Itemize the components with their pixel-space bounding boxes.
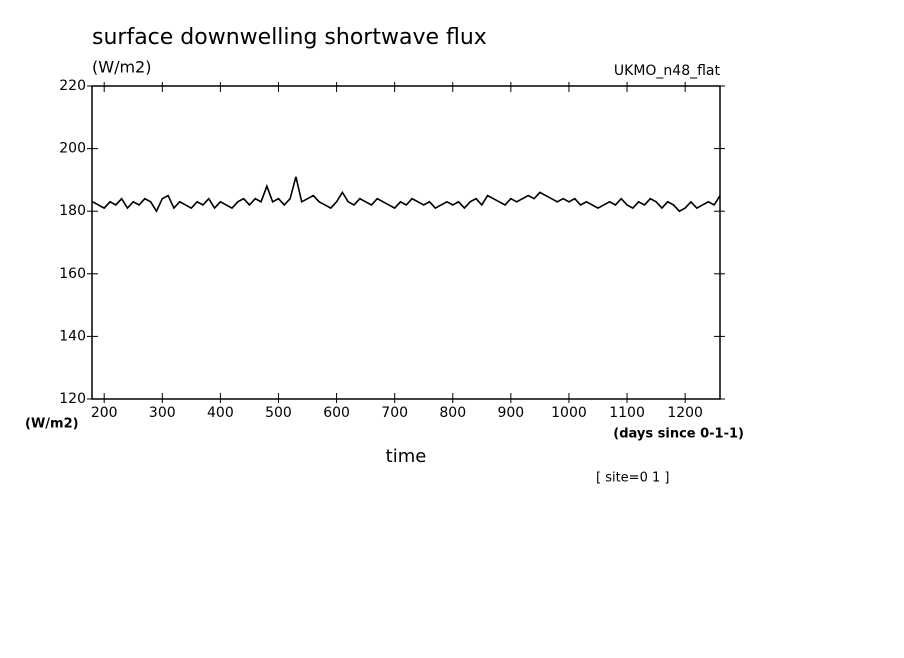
x-axis-label: time	[386, 446, 427, 467]
y-tick-label: 140	[59, 328, 86, 344]
x-tick-label: 400	[207, 405, 234, 421]
plot-frame	[91, 85, 721, 400]
x-tick-label: 200	[91, 405, 118, 421]
units-label: (W/m2)	[92, 58, 151, 77]
x-tick-label: 300	[149, 405, 176, 421]
data-line	[92, 176, 721, 213]
x-tick-label: 600	[323, 405, 350, 421]
x-tick-label: 500	[265, 405, 292, 421]
chart-title: surface downwelling shortwave flux	[92, 25, 487, 50]
y-tick-label: 160	[59, 266, 86, 282]
y-tick-label: 120	[59, 391, 86, 407]
x-units-label: (days since 0-1-1)	[613, 427, 744, 442]
y-tick-label: 180	[59, 203, 86, 219]
x-tick-label: 1100	[609, 405, 645, 421]
x-tick-label: 800	[439, 405, 466, 421]
y-axis-label: (W/m2)	[25, 417, 79, 432]
dataset-label: UKMO_n48_flat	[614, 63, 721, 79]
y-tick-label: 220	[59, 78, 86, 94]
footnote: [ site=0 1 ]	[596, 471, 669, 486]
x-tick-label: 1200	[667, 405, 703, 421]
x-tick-label: 900	[497, 405, 524, 421]
x-tick-label: 1000	[551, 405, 587, 421]
y-tick-label: 200	[59, 141, 86, 157]
x-tick-label: 700	[381, 405, 408, 421]
